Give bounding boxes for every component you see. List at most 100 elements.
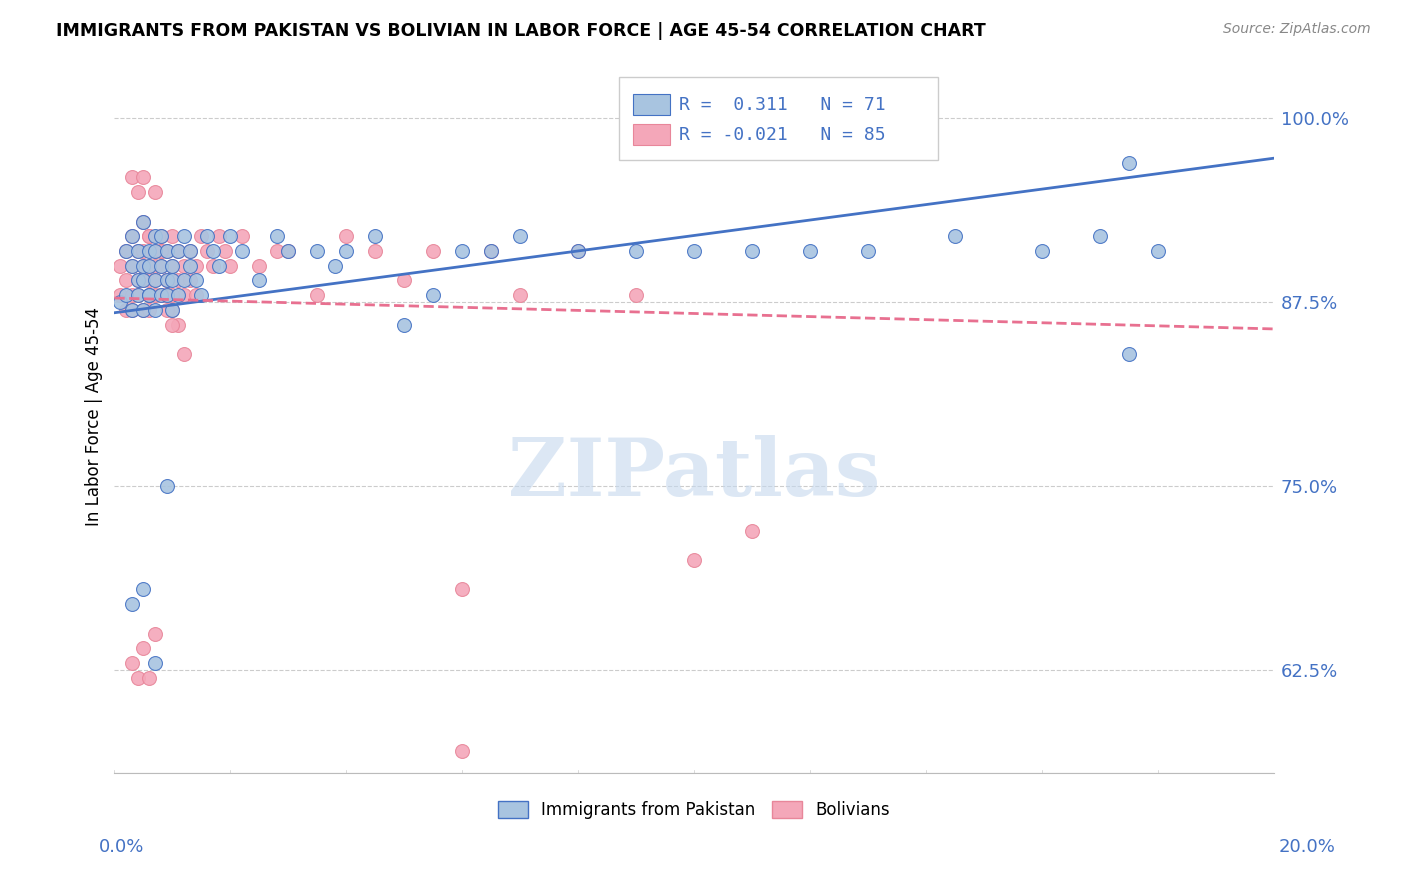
FancyBboxPatch shape	[633, 94, 669, 115]
Point	[143, 302, 166, 317]
Point	[509, 288, 531, 302]
Point	[138, 229, 160, 244]
Point	[1147, 244, 1170, 258]
Point	[184, 288, 207, 302]
Point	[195, 229, 218, 244]
Point	[155, 288, 177, 302]
Point	[138, 288, 160, 302]
Text: R =  0.311   N = 71: R = 0.311 N = 71	[679, 95, 886, 113]
Point	[173, 273, 195, 287]
Point	[201, 259, 224, 273]
Point	[167, 288, 190, 302]
Point	[190, 229, 212, 244]
Point	[624, 244, 647, 258]
Point	[323, 259, 346, 273]
Point	[121, 229, 143, 244]
Point	[132, 170, 155, 185]
Point	[108, 288, 131, 302]
Point	[567, 244, 589, 258]
Point	[132, 302, 155, 317]
Point	[162, 302, 184, 317]
Point	[451, 244, 474, 258]
Point	[190, 288, 212, 302]
Point	[121, 229, 143, 244]
Point	[155, 479, 177, 493]
Point	[422, 244, 444, 258]
Point	[121, 259, 143, 273]
Point	[143, 288, 166, 302]
Point	[132, 273, 155, 287]
Point	[115, 273, 138, 287]
Point	[132, 273, 155, 287]
Point	[143, 626, 166, 640]
Point	[149, 288, 172, 302]
Point	[451, 582, 474, 597]
Point	[138, 671, 160, 685]
Point	[1088, 229, 1111, 244]
Point	[277, 244, 299, 258]
Point	[394, 318, 416, 332]
Point	[143, 273, 166, 287]
Point	[307, 244, 329, 258]
Point	[149, 244, 172, 258]
Point	[799, 244, 821, 258]
Point	[121, 302, 143, 317]
Point	[173, 347, 195, 361]
Point	[127, 671, 149, 685]
Point	[162, 259, 184, 273]
Point	[173, 288, 195, 302]
Point	[143, 185, 166, 199]
Point	[121, 597, 143, 611]
Point	[132, 259, 155, 273]
Point	[173, 229, 195, 244]
Point	[143, 229, 166, 244]
Point	[195, 244, 218, 258]
Text: Source: ZipAtlas.com: Source: ZipAtlas.com	[1223, 22, 1371, 37]
Point	[422, 288, 444, 302]
Point	[143, 244, 166, 258]
Point	[155, 244, 177, 258]
Point	[155, 273, 177, 287]
Point	[143, 656, 166, 670]
FancyBboxPatch shape	[619, 78, 938, 160]
Point	[567, 244, 589, 258]
Point	[364, 229, 387, 244]
Point	[683, 553, 706, 567]
Point	[132, 214, 155, 228]
Point	[943, 229, 966, 244]
Point	[741, 524, 763, 538]
Point	[247, 259, 270, 273]
Point	[179, 244, 201, 258]
Point	[179, 273, 201, 287]
Point	[132, 302, 155, 317]
Point	[155, 244, 177, 258]
Point	[143, 259, 166, 273]
Point	[121, 302, 143, 317]
Point	[162, 273, 184, 287]
Point	[1031, 244, 1053, 258]
Point	[479, 244, 502, 258]
Point	[138, 288, 160, 302]
Point	[155, 273, 177, 287]
Point	[277, 244, 299, 258]
Point	[167, 244, 190, 258]
Point	[127, 244, 149, 258]
Point	[138, 288, 160, 302]
Text: 20.0%: 20.0%	[1279, 838, 1336, 856]
Point	[307, 288, 329, 302]
Point	[121, 656, 143, 670]
Point	[127, 244, 149, 258]
Point	[231, 229, 253, 244]
Point	[167, 273, 190, 287]
Point	[335, 244, 357, 258]
Legend: Immigrants from Pakistan, Bolivians: Immigrants from Pakistan, Bolivians	[491, 794, 897, 826]
Point	[208, 259, 231, 273]
Point	[266, 229, 288, 244]
Point	[115, 244, 138, 258]
Point	[149, 259, 172, 273]
Text: IMMIGRANTS FROM PAKISTAN VS BOLIVIAN IN LABOR FORCE | AGE 45-54 CORRELATION CHAR: IMMIGRANTS FROM PAKISTAN VS BOLIVIAN IN …	[56, 22, 986, 40]
Point	[121, 288, 143, 302]
Point	[138, 259, 160, 273]
Point	[451, 744, 474, 758]
Point	[149, 288, 172, 302]
